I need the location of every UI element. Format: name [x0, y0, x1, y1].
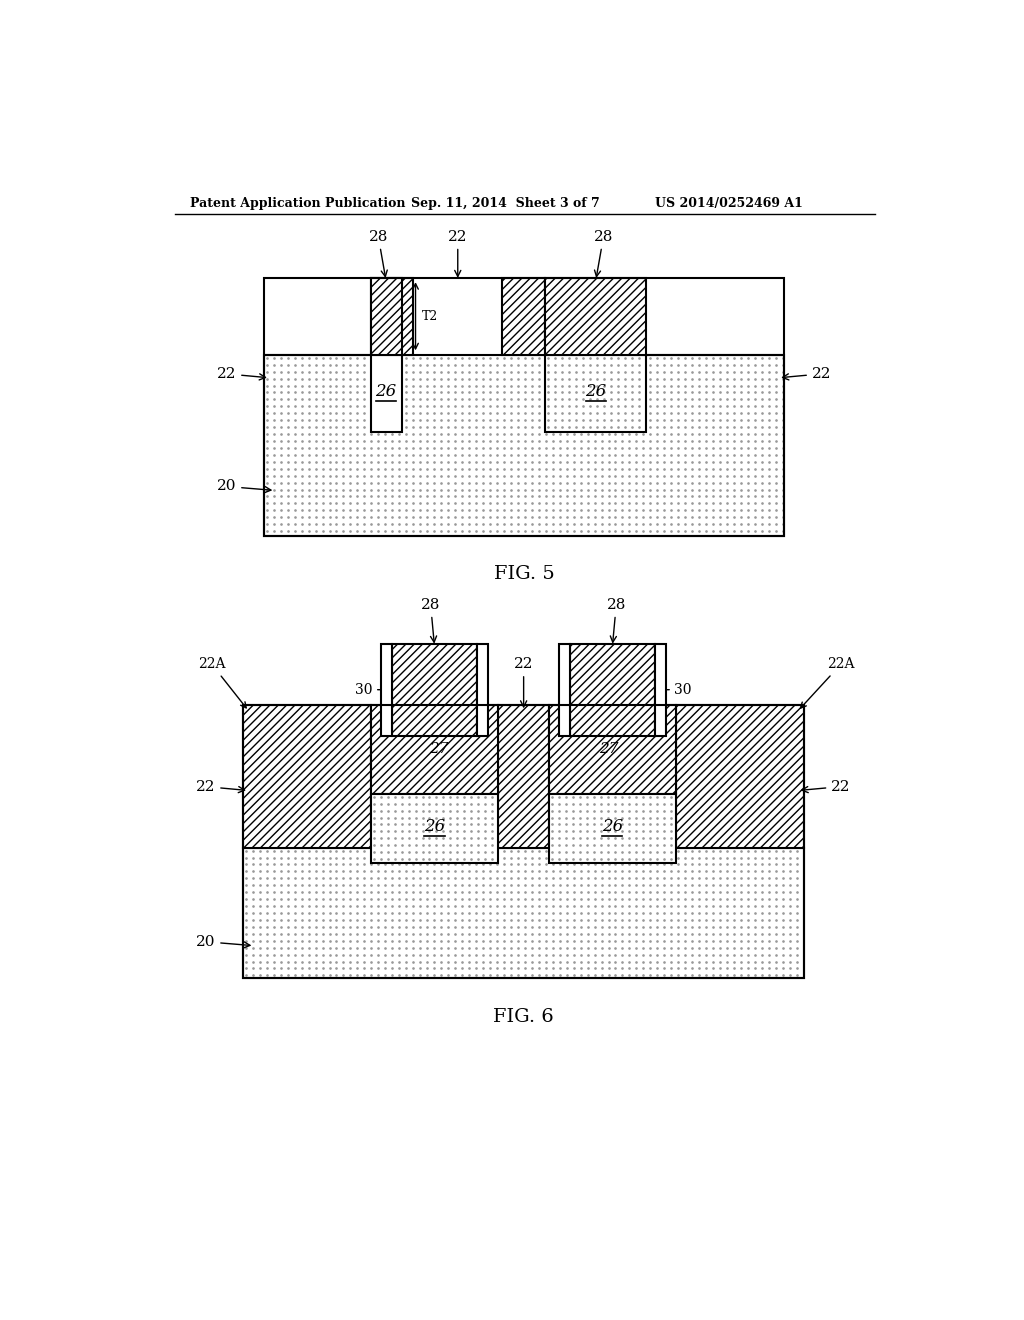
Text: 28: 28	[421, 598, 440, 643]
Bar	[549, 705, 676, 793]
Bar	[371, 277, 414, 355]
Text: Sep. 11, 2014  Sheet 3 of 7: Sep. 11, 2014 Sheet 3 of 7	[411, 197, 600, 210]
Bar	[655, 644, 666, 737]
Text: Patent Application Publication: Patent Application Publication	[190, 197, 406, 210]
Bar	[243, 847, 804, 978]
Text: 26: 26	[376, 383, 396, 400]
Text: 28: 28	[369, 230, 388, 277]
Text: 26: 26	[585, 383, 606, 400]
Bar	[499, 705, 549, 847]
Text: 22A: 22A	[801, 657, 855, 708]
Text: 30: 30	[674, 682, 691, 697]
Bar	[371, 277, 401, 355]
Text: 20: 20	[217, 479, 271, 494]
Text: 30: 30	[355, 682, 373, 697]
Bar	[545, 277, 646, 355]
Bar	[371, 793, 499, 863]
Text: 22: 22	[514, 657, 534, 708]
Bar	[243, 705, 804, 978]
Bar	[477, 644, 488, 737]
Bar	[676, 705, 804, 847]
Text: US 2014/0252469 A1: US 2014/0252469 A1	[655, 197, 803, 210]
Bar	[263, 277, 784, 536]
Text: 22: 22	[217, 367, 265, 381]
Bar	[371, 355, 401, 432]
Text: 22: 22	[802, 780, 851, 793]
Bar	[559, 644, 569, 737]
Text: 22A: 22A	[198, 657, 246, 708]
Text: 26: 26	[424, 818, 445, 836]
Text: 26: 26	[602, 818, 623, 836]
Text: 28: 28	[594, 230, 613, 277]
Text: 22: 22	[782, 367, 831, 381]
Text: FIG. 5: FIG. 5	[494, 565, 554, 583]
Bar	[545, 355, 646, 432]
Bar	[503, 277, 545, 355]
Text: 27: 27	[599, 742, 618, 756]
Text: 22: 22	[449, 230, 468, 276]
Text: 22: 22	[196, 780, 245, 793]
Bar	[381, 644, 392, 737]
Bar	[263, 355, 784, 536]
Text: 28: 28	[606, 598, 626, 643]
Text: 27: 27	[429, 742, 449, 756]
Text: 20: 20	[196, 935, 250, 949]
Bar	[569, 644, 655, 737]
Text: T2: T2	[422, 310, 438, 323]
Text: FIG. 6: FIG. 6	[493, 1007, 554, 1026]
Bar	[243, 705, 371, 847]
Bar	[392, 644, 477, 737]
Bar	[549, 793, 676, 863]
Bar	[371, 705, 499, 793]
